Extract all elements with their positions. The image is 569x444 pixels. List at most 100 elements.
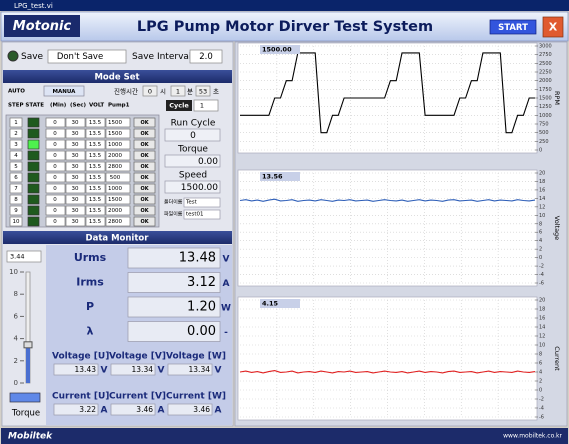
volt-box[interactable] <box>85 205 106 216</box>
min-box[interactable] <box>45 150 66 161</box>
step-sec[interactable]: 30 <box>72 208 79 214</box>
min-box[interactable] <box>45 194 66 205</box>
close-button-label[interactable]: X <box>549 21 558 34</box>
ok-label[interactable]: OK <box>140 197 149 203</box>
slider-thumb[interactable] <box>23 341 33 349</box>
pump-dropdown[interactable] <box>105 172 131 183</box>
step-sec[interactable]: 30 <box>72 153 79 159</box>
min-box[interactable] <box>45 172 66 183</box>
ok-label[interactable]: OK <box>140 164 149 170</box>
sec-box[interactable] <box>65 183 86 194</box>
step-volt[interactable]: 13.5 <box>89 120 102 126</box>
pump-dropdown[interactable] <box>105 194 131 205</box>
sec-box[interactable] <box>65 161 86 172</box>
close-button[interactable] <box>542 16 564 38</box>
step-min[interactable]: 0 <box>53 208 57 214</box>
pump-dropdown[interactable] <box>105 183 131 194</box>
min-box[interactable] <box>45 128 66 139</box>
ok-button[interactable] <box>133 150 156 161</box>
volt-box[interactable] <box>85 183 106 194</box>
ok-button[interactable] <box>133 205 156 216</box>
ok-button[interactable] <box>133 128 156 139</box>
step-pump1[interactable]: 500 <box>110 175 121 181</box>
sec-box[interactable] <box>65 216 86 227</box>
manual-label[interactable]: MANUA <box>53 89 77 95</box>
step-min[interactable]: 0 <box>53 197 57 203</box>
step-sec[interactable]: 30 <box>72 219 79 225</box>
step-pump1[interactable]: 1500 <box>108 197 122 203</box>
step-min[interactable]: 0 <box>53 175 57 181</box>
step-pump1[interactable]: 2000 <box>108 153 122 159</box>
ok-button[interactable] <box>133 172 156 183</box>
pump-dropdown[interactable] <box>105 150 131 161</box>
volt-box[interactable] <box>85 161 106 172</box>
pump-dropdown[interactable] <box>105 205 131 216</box>
volt-box[interactable] <box>85 150 106 161</box>
volt-box[interactable] <box>85 139 106 150</box>
step-sec[interactable]: 30 <box>72 120 79 126</box>
ok-label[interactable]: OK <box>140 219 149 225</box>
save-interval-box[interactable] <box>189 49 223 64</box>
volt-box[interactable] <box>85 117 106 128</box>
step-volt[interactable]: 13.5 <box>89 153 102 159</box>
step-volt[interactable]: 13.5 <box>89 197 102 203</box>
step-volt[interactable]: 13.5 <box>89 219 102 225</box>
step-volt[interactable]: 13.5 <box>89 131 102 137</box>
sec-box[interactable] <box>65 128 86 139</box>
ok-label[interactable]: OK <box>140 153 149 159</box>
min-box[interactable] <box>45 117 66 128</box>
save-dropdown[interactable] <box>47 49 127 64</box>
start-button-label[interactable]: START <box>498 23 528 33</box>
manual-button[interactable] <box>43 85 85 97</box>
sec-box[interactable] <box>65 205 86 216</box>
step-pump1[interactable]: 2000 <box>108 208 122 214</box>
step-min[interactable]: 0 <box>53 142 57 148</box>
sec-box[interactable] <box>65 172 86 183</box>
sec-box[interactable] <box>65 139 86 150</box>
volt-box[interactable] <box>85 194 106 205</box>
ok-button[interactable] <box>133 161 156 172</box>
step-min[interactable]: 0 <box>53 164 57 170</box>
step-pump1[interactable]: 2800 <box>108 219 122 225</box>
step-pump1[interactable]: 1500 <box>108 120 122 126</box>
min-box[interactable] <box>45 205 66 216</box>
pump-dropdown[interactable] <box>105 216 131 227</box>
ok-button[interactable] <box>133 117 156 128</box>
min-box[interactable] <box>45 139 66 150</box>
file-value[interactable]: test01 <box>186 212 204 218</box>
ok-label[interactable]: OK <box>140 186 149 192</box>
step-volt[interactable]: 13.5 <box>89 208 102 214</box>
step-min[interactable]: 0 <box>53 131 57 137</box>
step-sec[interactable]: 30 <box>72 131 79 137</box>
min-box[interactable] <box>45 216 66 227</box>
step-min[interactable]: 0 <box>53 153 57 159</box>
ok-label[interactable]: OK <box>140 131 149 137</box>
step-pump1[interactable]: 2800 <box>108 164 122 170</box>
step-min[interactable]: 0 <box>53 219 57 225</box>
start-button[interactable] <box>489 19 537 35</box>
pump-dropdown[interactable] <box>105 139 131 150</box>
sec-box[interactable] <box>65 117 86 128</box>
ok-label[interactable]: OK <box>140 142 149 148</box>
step-sec[interactable]: 30 <box>72 197 79 203</box>
sec-box[interactable] <box>65 150 86 161</box>
step-pump1[interactable]: 1000 <box>108 186 122 192</box>
auto-label[interactable]: AUTO <box>8 89 25 95</box>
cycle-value[interactable]: 1 <box>200 102 204 110</box>
volt-box[interactable] <box>85 128 106 139</box>
step-pump1[interactable]: 1000 <box>108 142 122 148</box>
cycle-box[interactable] <box>193 99 219 112</box>
min-box[interactable] <box>45 183 66 194</box>
folder-value[interactable]: Test <box>185 200 198 206</box>
save-interval[interactable]: 2.0 <box>199 52 213 62</box>
step-volt[interactable]: 13.5 <box>89 164 102 170</box>
ok-label[interactable]: OK <box>140 208 149 214</box>
ok-button[interactable] <box>133 183 156 194</box>
step-volt[interactable]: 13.5 <box>89 186 102 192</box>
torque-button[interactable] <box>9 392 41 403</box>
slider-value-box[interactable] <box>6 250 42 263</box>
step-min[interactable]: 0 <box>53 186 57 192</box>
pump-dropdown[interactable] <box>105 161 131 172</box>
folder-box[interactable] <box>183 197 221 208</box>
ok-button[interactable] <box>133 194 156 205</box>
